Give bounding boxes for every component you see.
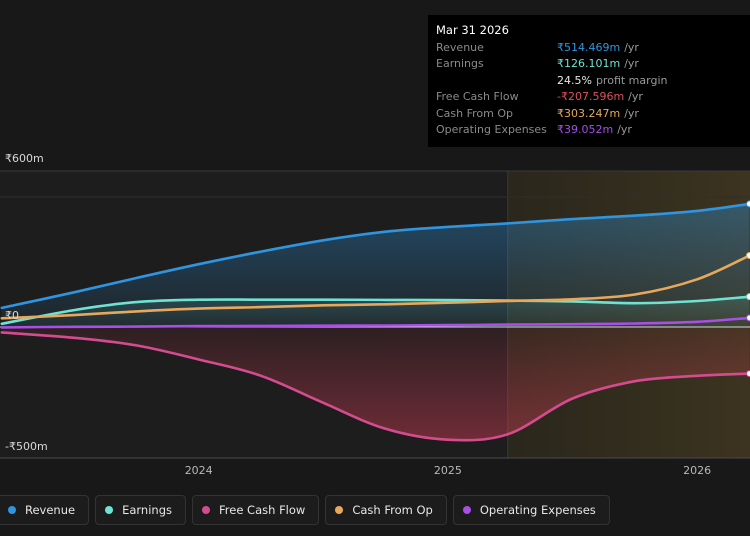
tooltip-date: Mar 31 2026 bbox=[436, 23, 509, 37]
area-free-cash-flow bbox=[1, 327, 750, 441]
legend-item-revenue[interactable]: Revenue bbox=[0, 495, 90, 525]
earnings-dot-icon bbox=[105, 506, 114, 514]
end-dot-earnings bbox=[746, 293, 750, 301]
fcf-dot-icon bbox=[202, 506, 210, 514]
tooltip-revenue-label: Revenue bbox=[436, 40, 484, 54]
x-tick-label: 2026 bbox=[683, 464, 711, 477]
tooltip-opex-unit: /yr bbox=[617, 123, 632, 136]
line-operating-expenses bbox=[0, 316, 750, 329]
tooltip-fcf-unit: /yr bbox=[628, 90, 643, 103]
line-revenue bbox=[0, 202, 750, 310]
legend-item-cfo[interactable]: Cash From Op bbox=[325, 495, 447, 525]
x-tick-label: 2025 bbox=[434, 464, 462, 477]
end-dot-operating-expenses bbox=[746, 314, 750, 322]
tooltip-margin-value: 24.5% bbox=[557, 73, 592, 87]
legend-label-earnings: Earnings bbox=[122, 503, 172, 517]
line-cash-from-op bbox=[0, 254, 750, 320]
tooltip-earnings-value: ₹126.101m bbox=[557, 57, 621, 70]
tooltip-opex-value: ₹39.052m bbox=[557, 123, 614, 136]
tooltip-earnings-label: Earnings bbox=[436, 57, 484, 70]
tooltip-row-revenue: Revenue ₹514.469m /yr bbox=[436, 40, 742, 57]
tooltip-row-cfo: Cash From Op ₹303.247m /yr bbox=[436, 106, 742, 123]
area-revenue bbox=[1, 203, 750, 327]
tooltip-row-earnings: Earnings ₹126.101m /yr bbox=[436, 56, 742, 73]
tooltip-margin-text: profit margin bbox=[595, 73, 668, 87]
legend-item-fcf[interactable]: Free Cash Flow bbox=[192, 495, 320, 525]
line-earnings bbox=[0, 295, 750, 326]
revenue-dot-icon bbox=[8, 506, 16, 514]
legend: Revenue Earnings Free Cash Flow Cash Fro… bbox=[0, 495, 610, 525]
tooltip-opex-label: Operating Expenses bbox=[436, 123, 547, 136]
legend-label-revenue: Revenue bbox=[25, 503, 76, 517]
tooltip-cfo-value: ₹303.247m bbox=[557, 106, 621, 120]
tooltip-cfo-label: Cash From Op bbox=[436, 106, 514, 120]
tooltip-revenue-value: ₹514.469m bbox=[557, 40, 621, 54]
end-dot-revenue bbox=[746, 200, 750, 208]
tooltip: Mar 31 2026 Revenue ₹514.469m /yr Earnin… bbox=[428, 15, 750, 147]
tooltip-row-fcf: Free Cash Flow -₹207.596m /yr bbox=[436, 89, 742, 106]
cfo-dot-icon bbox=[335, 506, 344, 514]
end-dot-cash-from-op bbox=[746, 252, 750, 259]
opex-dot-icon bbox=[462, 506, 471, 514]
area-earnings bbox=[1, 296, 750, 327]
y-tick-label: ₹0 bbox=[5, 309, 19, 322]
tooltip-earnings-unit: /yr bbox=[624, 57, 639, 70]
tooltip-revenue-unit: /yr bbox=[624, 40, 639, 54]
line-free-cash-flow bbox=[0, 331, 750, 442]
tooltip-row-margin: 24.5% profit margin bbox=[436, 73, 742, 90]
x-tick-label: 2024 bbox=[185, 464, 213, 477]
legend-label-fcf: Free Cash Flow bbox=[219, 503, 306, 517]
tooltip-fcf-value: -₹207.596m bbox=[557, 90, 625, 103]
y-tick-label: -₹500m bbox=[5, 440, 48, 453]
legend-label-cfo: Cash From Op bbox=[352, 503, 433, 517]
tooltip-fcf-label: Free Cash Flow bbox=[436, 90, 519, 103]
tooltip-row-opex: Operating Expenses ₹39.052m /yr bbox=[436, 122, 742, 139]
legend-label-opex: Operating Expenses bbox=[479, 503, 596, 517]
y-tick-label: ₹600m bbox=[5, 152, 44, 165]
end-dot-free-cash-flow bbox=[746, 370, 750, 378]
tooltip-cfo-unit: /yr bbox=[624, 106, 639, 120]
legend-item-opex[interactable]: Operating Expenses bbox=[452, 495, 610, 525]
legend-item-earnings[interactable]: Earnings bbox=[95, 495, 186, 525]
